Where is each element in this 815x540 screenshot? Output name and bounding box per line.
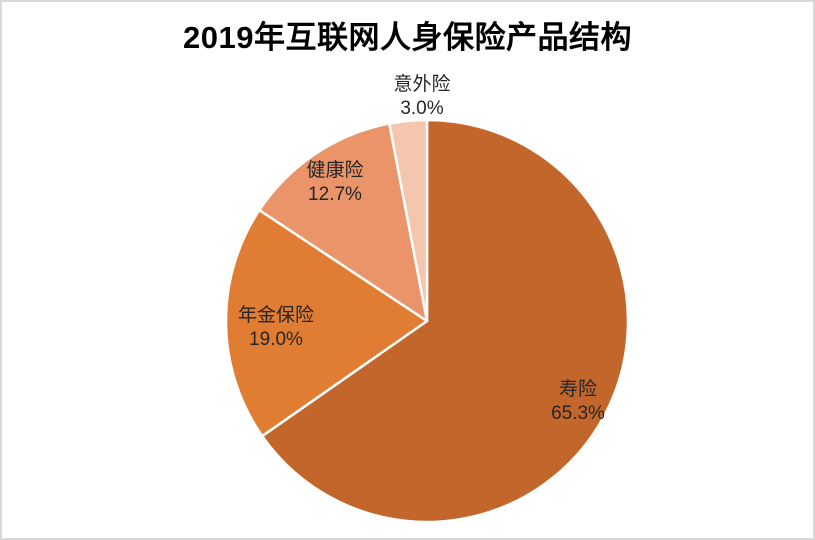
slice-percentage: 3.0%: [400, 98, 444, 119]
pie-slice-2: [258, 122, 429, 323]
slice-percentage: 65.3%: [551, 403, 605, 424]
slice-label-life: 寿险 65.3%: [551, 378, 605, 426]
pie-slice-1: [224, 208, 429, 438]
slice-label-health: 健康险 12.7%: [306, 159, 363, 207]
pie-slice-3: [388, 118, 429, 323]
slice-name: 年金保险: [237, 305, 315, 326]
pie-slice-0: [260, 118, 630, 524]
slice-name: 健康险: [306, 160, 364, 181]
chart-title: 2019年互联网人身保险产品结构: [183, 20, 632, 55]
slice-percentage: 19.0%: [249, 329, 303, 350]
slice-label-accident: 意外险 3.0%: [393, 73, 450, 121]
slice-name: 意外险: [393, 74, 451, 95]
slice-label-annuity: 年金保险 19.0%: [238, 304, 314, 352]
slice-percentage: 12.7%: [308, 184, 362, 205]
slice-name: 寿险: [558, 379, 597, 400]
